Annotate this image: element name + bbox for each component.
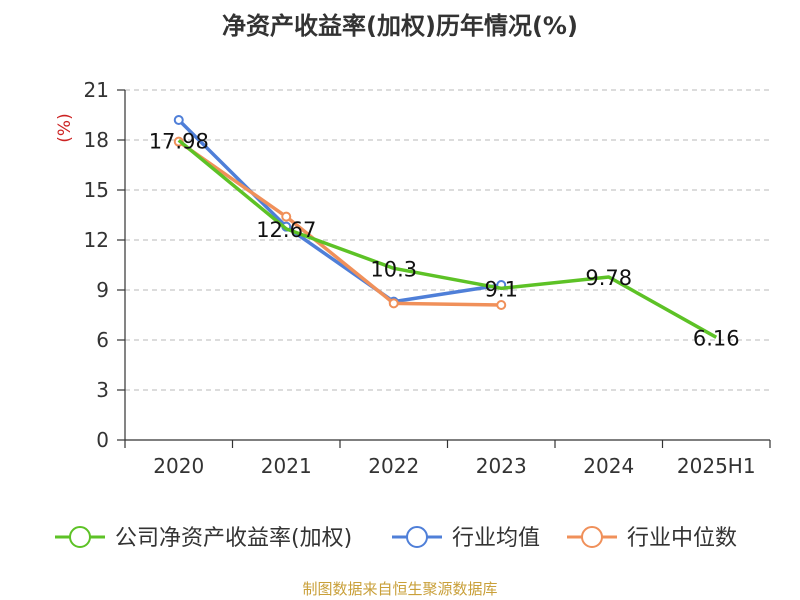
y-tick-label: 6 (96, 328, 109, 352)
data-label: 6.16 (693, 326, 740, 350)
x-tick-label: 2022 (368, 454, 419, 478)
legend-entry: 行业均值 (452, 526, 540, 551)
data-label: 12.67 (256, 218, 316, 242)
x-tick-label: 2024 (583, 454, 634, 478)
data-point (496, 300, 507, 310)
series-line (177, 138, 718, 339)
data-point (281, 211, 292, 222)
y-tick-label: 21 (84, 78, 109, 102)
y-tick-label: 18 (84, 128, 109, 152)
legend-marker (69, 526, 91, 548)
y-tick-label: 0 (96, 428, 109, 452)
data-label: 9.78 (585, 266, 632, 290)
y-tick-label: 3 (96, 378, 109, 402)
y-tick-label: 9 (96, 278, 109, 302)
legend-marker (581, 526, 603, 548)
x-tick-label: 2021 (261, 454, 312, 478)
data-point (388, 298, 399, 309)
data-source-note: 制图数据来自恒生聚源数据库 (302, 580, 498, 598)
series-line (177, 118, 502, 304)
data-label: 17.98 (149, 129, 209, 153)
x-tick-label: 2023 (476, 454, 527, 478)
chart-title: 净资产收益率(加权)历年情况(%) (222, 12, 578, 40)
y-tick-label: 15 (84, 178, 109, 202)
series-line (177, 140, 502, 307)
legend-entry: 公司净资产收益率(加权) (115, 526, 352, 551)
legend-marker (406, 526, 428, 548)
data-label: 10.3 (370, 257, 417, 281)
y-axis-label: (%) (55, 113, 75, 142)
x-tick-label: 2020 (153, 454, 204, 478)
legend-entry: 行业中位数 (627, 526, 737, 551)
data-label: 9.1 (485, 277, 518, 301)
x-tick-label: 2025H1 (677, 454, 756, 478)
data-point (173, 115, 184, 125)
y-tick-label: 12 (84, 228, 109, 252)
